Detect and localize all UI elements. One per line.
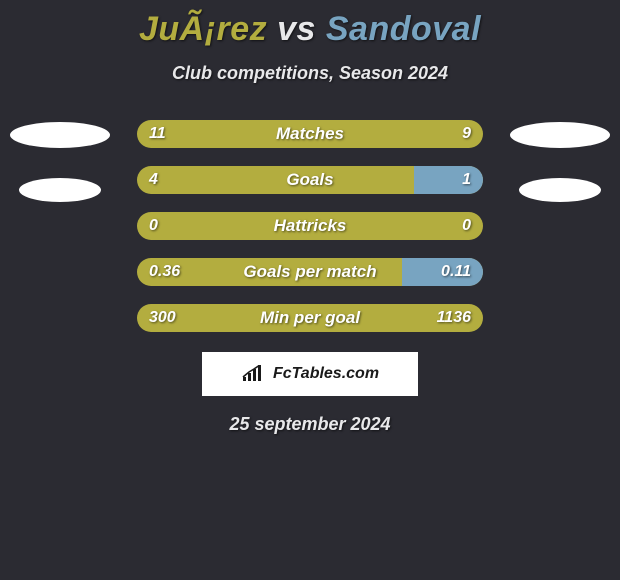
player2-avatar-placeholder xyxy=(510,122,610,148)
page-title: JuÃ¡rez vs Sandoval xyxy=(0,0,620,49)
comparison-card: JuÃ¡rez vs Sandoval Club competitions, S… xyxy=(0,0,620,580)
stats-bars: 11 Matches 9 4 Goals 1 0 Hattricks 0 0.3… xyxy=(137,120,483,332)
bar-val-left: 11 xyxy=(149,125,166,143)
bar-label: Goals xyxy=(286,170,333,190)
date-label: 25 september 2024 xyxy=(0,414,620,435)
bar-val-left: 4 xyxy=(149,171,158,189)
bar-val-right: 0.11 xyxy=(441,263,471,281)
stat-bar-mpg: 300 Min per goal 1136 xyxy=(137,304,483,332)
bar-label: Goals per match xyxy=(243,262,376,282)
player1-avatar-placeholder xyxy=(10,122,110,148)
subtitle: Club competitions, Season 2024 xyxy=(0,63,620,84)
stat-bar-hattricks: 0 Hattricks 0 xyxy=(137,212,483,240)
vs-separator: vs xyxy=(277,10,316,48)
player2-team-placeholder xyxy=(519,178,601,202)
bar-chart-icon xyxy=(241,365,267,383)
player1-name: JuÃ¡rez xyxy=(139,10,267,48)
player2-avatar-slot xyxy=(510,122,610,202)
bar-val-right: 0 xyxy=(462,217,471,235)
player1-avatar-slot xyxy=(10,122,110,202)
bar-label: Matches xyxy=(276,124,344,144)
stat-bar-goals: 4 Goals 1 xyxy=(137,166,483,194)
stat-bar-gpm: 0.36 Goals per match 0.11 xyxy=(137,258,483,286)
bar-label: Hattricks xyxy=(274,216,347,236)
bar-val-right: 1136 xyxy=(437,309,471,327)
stat-bar-matches: 11 Matches 9 xyxy=(137,120,483,148)
player1-team-placeholder xyxy=(19,178,101,202)
bar-label: Min per goal xyxy=(260,308,360,328)
source-box[interactable]: FcTables.com xyxy=(202,352,418,396)
bar-val-left: 300 xyxy=(149,309,176,327)
source-text: FcTables.com xyxy=(273,365,379,383)
bar-val-left: 0 xyxy=(149,217,158,235)
bar-seg-right xyxy=(414,166,483,194)
player2-name: Sandoval xyxy=(326,10,481,48)
bar-val-right: 9 xyxy=(462,125,471,143)
bar-val-left: 0.36 xyxy=(149,263,180,281)
bar-val-right: 1 xyxy=(462,171,471,189)
